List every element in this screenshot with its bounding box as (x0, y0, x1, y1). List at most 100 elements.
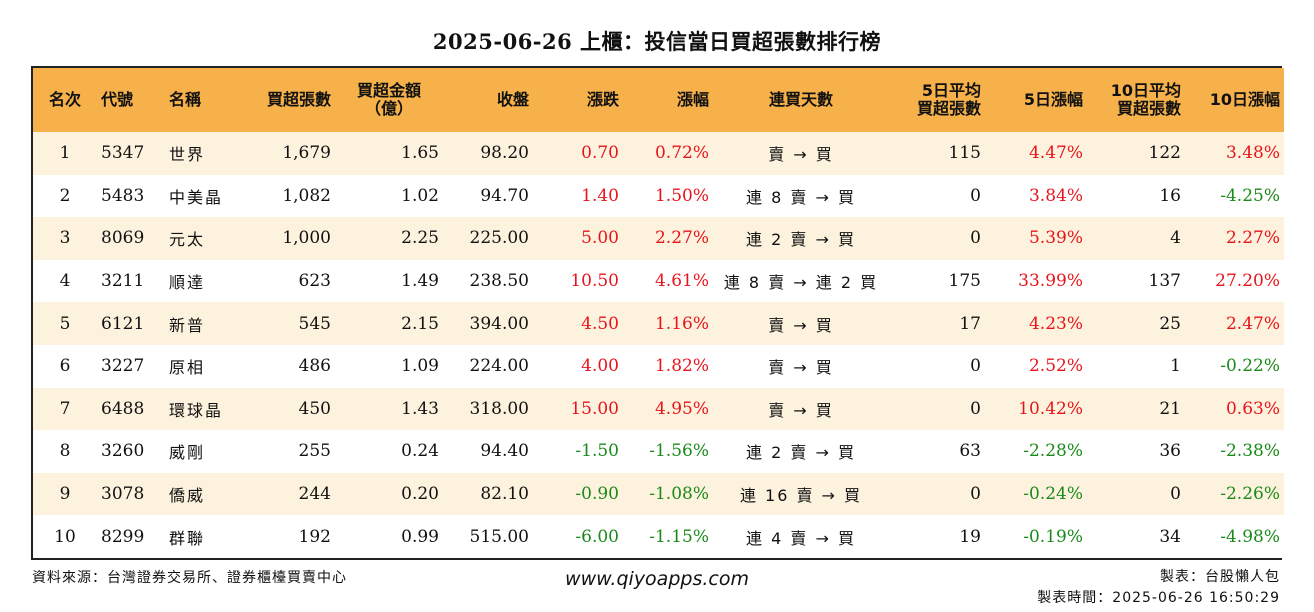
col-header-net-buy-amount-line1: 買超金額 (356, 81, 421, 100)
cell-code: 3078 (101, 484, 145, 505)
cell-avg10: 34 (1159, 526, 1181, 547)
cell-rank: 7 (59, 398, 71, 419)
cell-change-pct: -1.15% (649, 526, 709, 547)
cell-net-buy-amount: 0.24 (401, 441, 439, 462)
cell-rank: 3 (59, 228, 71, 249)
cell-avg10: 16 (1159, 185, 1181, 206)
cell-code: 3260 (101, 441, 145, 462)
table-header-row: 名次 代號 名稱 買超張數 買超金額 （億） 收盤 漲跌 漲幅 連買天數 5日平… (33, 68, 1284, 132)
cell-net-buy-amount: 0.99 (401, 526, 439, 547)
cell-net-buy-lots: 1,000 (282, 228, 331, 249)
col-header-avg10-line2: 買超張數 (1116, 99, 1181, 118)
cell-name: 世界 (169, 145, 206, 165)
cell-avg5: 0 (970, 185, 981, 206)
col-header-change-pct: 漲幅 (676, 90, 709, 109)
cell-net-buy-lots: 545 (298, 313, 331, 334)
cell-change: 5.00 (581, 228, 619, 249)
cell-name: 僑威 (169, 486, 206, 506)
cell-change: 15.00 (570, 398, 619, 419)
cell-change-pct: 1.50% (654, 185, 709, 206)
table-row: 6 3227 原相 486 1.09 224.00 4.00 1.82% 賣 →… (33, 344, 1284, 388)
table-row: 7 6488 環球晶 450 1.43 318.00 15.00 4.95% 賣… (33, 387, 1284, 431)
col-header-pct5: 5日漲幅 (1023, 90, 1083, 109)
ranking-table-container: 名次 代號 名稱 買超張數 買超金額 （億） 收盤 漲跌 漲幅 連買天數 5日平… (31, 66, 1284, 560)
cell-avg5: 0 (970, 484, 981, 505)
cell-change: 10.50 (570, 271, 619, 292)
cell-code: 3211 (101, 271, 145, 292)
cell-net-buy-lots: 1,082 (282, 185, 331, 206)
cell-pct10: -4.25% (1220, 185, 1280, 206)
table-row: 10 8299 群聯 192 0.99 515.00 -6.00 -1.15% … (33, 515, 1284, 558)
cell-rank: 9 (59, 484, 71, 505)
cell-avg5: 0 (970, 398, 981, 419)
cell-pct5: 33.99% (1018, 271, 1083, 292)
cell-buy-days: 連 8 賣 → 買 (746, 187, 856, 207)
data-source-note: 資料來源：台灣證券交易所、證券櫃檯買賣中心 (32, 570, 347, 586)
col-header-pct10: 10日漲幅 (1209, 90, 1280, 109)
cell-close: 224.00 (469, 356, 529, 377)
cell-net-buy-lots: 450 (298, 398, 331, 419)
cell-change: -1.50 (575, 441, 619, 462)
col-header-name: 名稱 (169, 90, 202, 109)
cell-code: 8299 (101, 526, 145, 547)
ranking-table: 名次 代號 名稱 買超張數 買超金額 （億） 收盤 漲跌 漲幅 連買天數 5日平… (33, 68, 1284, 558)
cell-avg10: 1 (1170, 356, 1181, 377)
cell-pct10: 2.47% (1225, 313, 1280, 334)
table-row: 2 5483 中美晶 1,082 1.02 94.70 1.40 1.50% 連… (33, 174, 1284, 218)
maker-label: 製表：台股懶人包 (1160, 569, 1280, 585)
table-body: 1 5347 世界 1,679 1.65 98.20 0.70 0.72% 賣 … (33, 132, 1284, 558)
page-title: 2025-06-26 上櫃：投信當日買超張數排行榜 (432, 29, 882, 54)
table-row: 5 6121 新普 545 2.15 394.00 4.50 1.16% 賣 →… (33, 302, 1284, 345)
col-header-avg5-line1: 5日平均 (921, 81, 981, 100)
cell-avg10: 0 (1170, 484, 1181, 505)
cell-rank: 10 (54, 526, 76, 547)
cell-close: 98.20 (480, 143, 529, 164)
cell-buy-days: 連 16 賣 → 買 (739, 486, 863, 506)
cell-close: 94.40 (480, 441, 529, 462)
cell-avg10: 122 (1148, 143, 1181, 164)
cell-code: 3227 (101, 356, 145, 377)
cell-rank: 6 (59, 356, 71, 377)
cell-pct10: -2.26% (1220, 484, 1280, 505)
cell-avg10: 25 (1159, 313, 1181, 334)
cell-rank: 8 (59, 441, 71, 462)
footer-credits: 製表：台股懶人包 製表時間：2025-06-26 16:50:29 (1037, 567, 1280, 609)
cell-code: 8069 (101, 228, 145, 249)
cell-avg10: 36 (1159, 441, 1181, 462)
cell-net-buy-amount: 0.20 (401, 484, 439, 505)
cell-net-buy-amount: 2.25 (401, 228, 439, 249)
cell-pct5: 5.39% (1028, 228, 1083, 249)
cell-change: 0.70 (581, 143, 619, 164)
cell-avg5: 0 (970, 228, 981, 249)
cell-net-buy-amount: 1.02 (401, 185, 439, 206)
cell-avg5: 63 (959, 441, 981, 462)
cell-close: 82.10 (480, 484, 529, 505)
table-row: 9 3078 僑威 244 0.20 82.10 -0.90 -1.08% 連 … (33, 472, 1284, 516)
cell-change: 1.40 (581, 185, 619, 206)
cell-avg5: 175 (948, 271, 981, 292)
cell-change-pct: 1.82% (654, 356, 709, 377)
cell-pct5: 3.84% (1028, 185, 1083, 206)
table-row: 1 5347 世界 1,679 1.65 98.20 0.70 0.72% 賣 … (33, 132, 1284, 175)
cell-name: 新普 (169, 315, 206, 335)
cell-rank: 4 (59, 271, 71, 292)
cell-rank: 2 (59, 185, 71, 206)
website-link[interactable]: www.qiyoapps.com (565, 568, 749, 590)
cell-net-buy-lots: 623 (298, 271, 331, 292)
cell-avg10: 4 (1170, 228, 1181, 249)
cell-buy-days: 賣 → 買 (768, 400, 834, 420)
col-header-avg5: 5日平均 買超張數 (889, 68, 985, 132)
cell-change: -6.00 (575, 526, 619, 547)
cell-buy-days: 連 2 賣 → 買 (746, 443, 856, 463)
cell-pct10: -2.38% (1220, 441, 1280, 462)
cell-pct5: 10.42% (1018, 398, 1083, 419)
col-header-avg5-line2: 買超張數 (916, 99, 981, 118)
col-header-net-buy-lots: 買超張數 (266, 90, 331, 109)
cell-close: 94.70 (480, 185, 529, 206)
cell-change-pct: 4.61% (654, 271, 709, 292)
col-header-change: 漲跌 (586, 90, 619, 109)
cell-name: 順達 (169, 273, 206, 293)
cell-pct10: 2.27% (1225, 228, 1280, 249)
cell-name: 環球晶 (169, 400, 224, 420)
cell-buy-days: 賣 → 買 (768, 358, 834, 378)
